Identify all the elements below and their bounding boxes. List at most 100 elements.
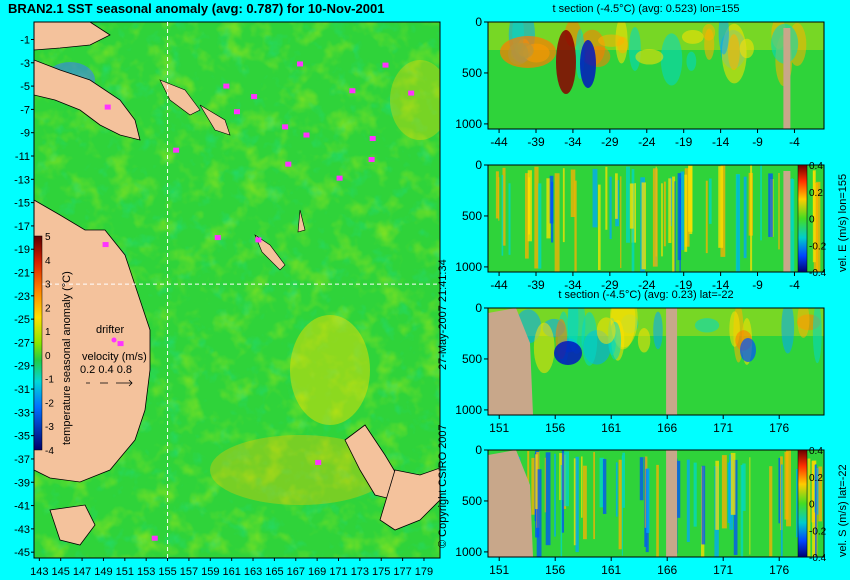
- map-y-tick-label: -19: [14, 244, 30, 256]
- drifter-marker: [369, 136, 376, 142]
- map-x-tick-label: 177: [393, 566, 411, 578]
- drifter-marker: [408, 90, 415, 96]
- section-y-tick-label: 1000: [455, 545, 482, 559]
- map-x-tick-label: 149: [94, 566, 112, 578]
- sst-colorbar-label: temperature seasonal anomaly (°C): [61, 271, 73, 445]
- drifter-marker: [303, 132, 310, 138]
- map-y-tick-label: -29: [14, 361, 30, 373]
- map-x-tick-label: 151: [116, 566, 134, 578]
- section-x-tick-label: 156: [545, 421, 565, 435]
- sst-colorbar-tick: -1: [45, 375, 54, 386]
- drifter-marker: [282, 124, 289, 130]
- colorbar-tick: -0.2: [809, 526, 827, 537]
- section-x-tick-label: -44: [490, 135, 508, 149]
- drifter-marker: [368, 156, 375, 162]
- vel_s-panel: 151 156 161 166 171 176 0 500 1000 0.4 0.2 0 -0.2 -0.…: [455, 443, 849, 577]
- sst-colorbar-tick: -4: [45, 446, 54, 457]
- map-y-tick-label: -11: [15, 151, 30, 163]
- vel_s-field: [488, 450, 824, 557]
- section-x-tick-label: 166: [657, 563, 677, 577]
- section-x-tick-label: -9: [752, 135, 763, 149]
- section-x-tick-label: -4: [789, 278, 800, 292]
- map-y-tick-label: -21: [14, 268, 30, 280]
- section-x-tick-label: 161: [601, 563, 621, 577]
- map-y-tick-label: -1: [20, 34, 30, 46]
- sst-colorbar-tick: 5: [45, 232, 51, 243]
- map-y-tick-label: -43: [14, 524, 30, 536]
- sst-colorbar-tick: 0: [45, 351, 51, 362]
- tsection_lon-title: t section (-4.5°C) (avg: 0.523) lon=155: [553, 3, 740, 15]
- section-y-tick-label: 0: [475, 15, 482, 29]
- map-y-tick-label: -5: [20, 81, 30, 93]
- section-y-tick-label: 500: [462, 352, 482, 366]
- drifter-marker: [223, 83, 230, 89]
- section-x-tick-label: -14: [712, 135, 730, 149]
- map-y-tick-label: -39: [14, 477, 30, 489]
- sst-colorbar-tick: -2: [45, 398, 54, 409]
- drifter-marker: [251, 94, 258, 100]
- section-x-tick-label: -19: [675, 278, 693, 292]
- drifter-marker: [102, 242, 109, 248]
- tsection_lat-panel: t section (-4.5°C) (avg: 0.23) lat=-22 15…: [455, 289, 825, 435]
- section-x-tick-label: 151: [489, 563, 509, 577]
- copyright: © Copyright CSIRO 2007: [437, 424, 449, 548]
- map-y-tick-label: -23: [14, 291, 30, 303]
- sst-colorbar-tick: 4: [45, 256, 51, 267]
- drifter-marker: [173, 147, 180, 153]
- section-y-tick-label: 1000: [455, 403, 482, 417]
- colorbar-tick: 0.4: [809, 161, 823, 172]
- map-x-tick-label: 145: [52, 566, 70, 578]
- drifter-legend-marker: [111, 337, 117, 343]
- drifter-marker: [297, 61, 304, 67]
- drifter-marker: [214, 235, 221, 241]
- section-y-tick-label: 0: [475, 443, 482, 457]
- vel_e-panel: -44 -39 -34 -29 -24 -19 -14 -9 -4 0 500 1000 0.4 0.2 0…: [455, 158, 849, 292]
- colorbar-tick: -0.2: [809, 241, 827, 252]
- main-title: BRAN2.1 SST seasonal anomaly (avg: 0.787…: [8, 1, 384, 16]
- drifter-marker: [234, 109, 240, 115]
- sst-colorbar-tick: 3: [45, 280, 51, 291]
- colorbar-tick: 0.2: [809, 188, 823, 199]
- section-x-tick-label: -39: [527, 135, 545, 149]
- sst-colorbar-tick: 2: [45, 303, 51, 314]
- map-x-axis: 143 145 147 149 151 153 155 157 159 161 163 165 167 1…: [30, 558, 433, 578]
- section-x-tick-label: 166: [657, 421, 677, 435]
- map-x-tick-label: 161: [222, 566, 240, 578]
- vel_s-colorbar: [797, 449, 808, 558]
- map-x-tick-label: 143: [30, 566, 48, 578]
- map-x-tick-label: 169: [308, 566, 326, 578]
- colorbar-tick: -0.4: [809, 553, 827, 564]
- velocity-legend-values: 0.2 0.4 0.8: [80, 364, 132, 376]
- drifter-marker: [382, 62, 389, 68]
- drifter-marker: [104, 104, 111, 110]
- map-x-tick-label: 153: [137, 566, 155, 578]
- section-x-tick-label: -29: [601, 278, 619, 292]
- colorbar-tick: 0.2: [809, 473, 823, 484]
- vel_e-colorbar-label: vel. E (m/s) lon=155: [837, 174, 849, 272]
- section-x-tick-label: 176: [769, 563, 789, 577]
- map-x-tick-label: 159: [201, 566, 219, 578]
- sst-colorbar-ticks: 5 4 3 2 1 0 -1 -2 -3 -4: [45, 232, 54, 457]
- section-x-tick-label: -34: [564, 278, 582, 292]
- map-y-tick-label: -27: [14, 337, 30, 349]
- vel_s-colorbar-label: vel. S (m/s) lat=-22: [837, 464, 849, 557]
- section-x-tick-label: -44: [490, 278, 508, 292]
- drifter-marker: [315, 459, 322, 465]
- section-x-tick-label: -19: [675, 135, 693, 149]
- map-y-tick-label: -15: [14, 198, 30, 210]
- velocity-legend-label: velocity (m/s): [82, 351, 147, 363]
- section-x-tick-label: 176: [769, 421, 789, 435]
- section-y-tick-label: 1000: [455, 117, 482, 131]
- drifter-marker: [349, 88, 356, 94]
- drifter-marker: [336, 175, 343, 181]
- map-y-tick-label: -9: [20, 128, 30, 140]
- map-y-tick-label: -45: [14, 547, 30, 559]
- section-x-tick-label: -14: [712, 278, 730, 292]
- section-x-tick-label: 156: [545, 563, 565, 577]
- map-y-tick-label: -7: [20, 104, 30, 116]
- drifter-marker: [285, 161, 292, 167]
- map-y-tick-label: -33: [14, 407, 30, 419]
- section-x-tick-label: -34: [564, 135, 582, 149]
- section-x-tick-label: 171: [713, 563, 733, 577]
